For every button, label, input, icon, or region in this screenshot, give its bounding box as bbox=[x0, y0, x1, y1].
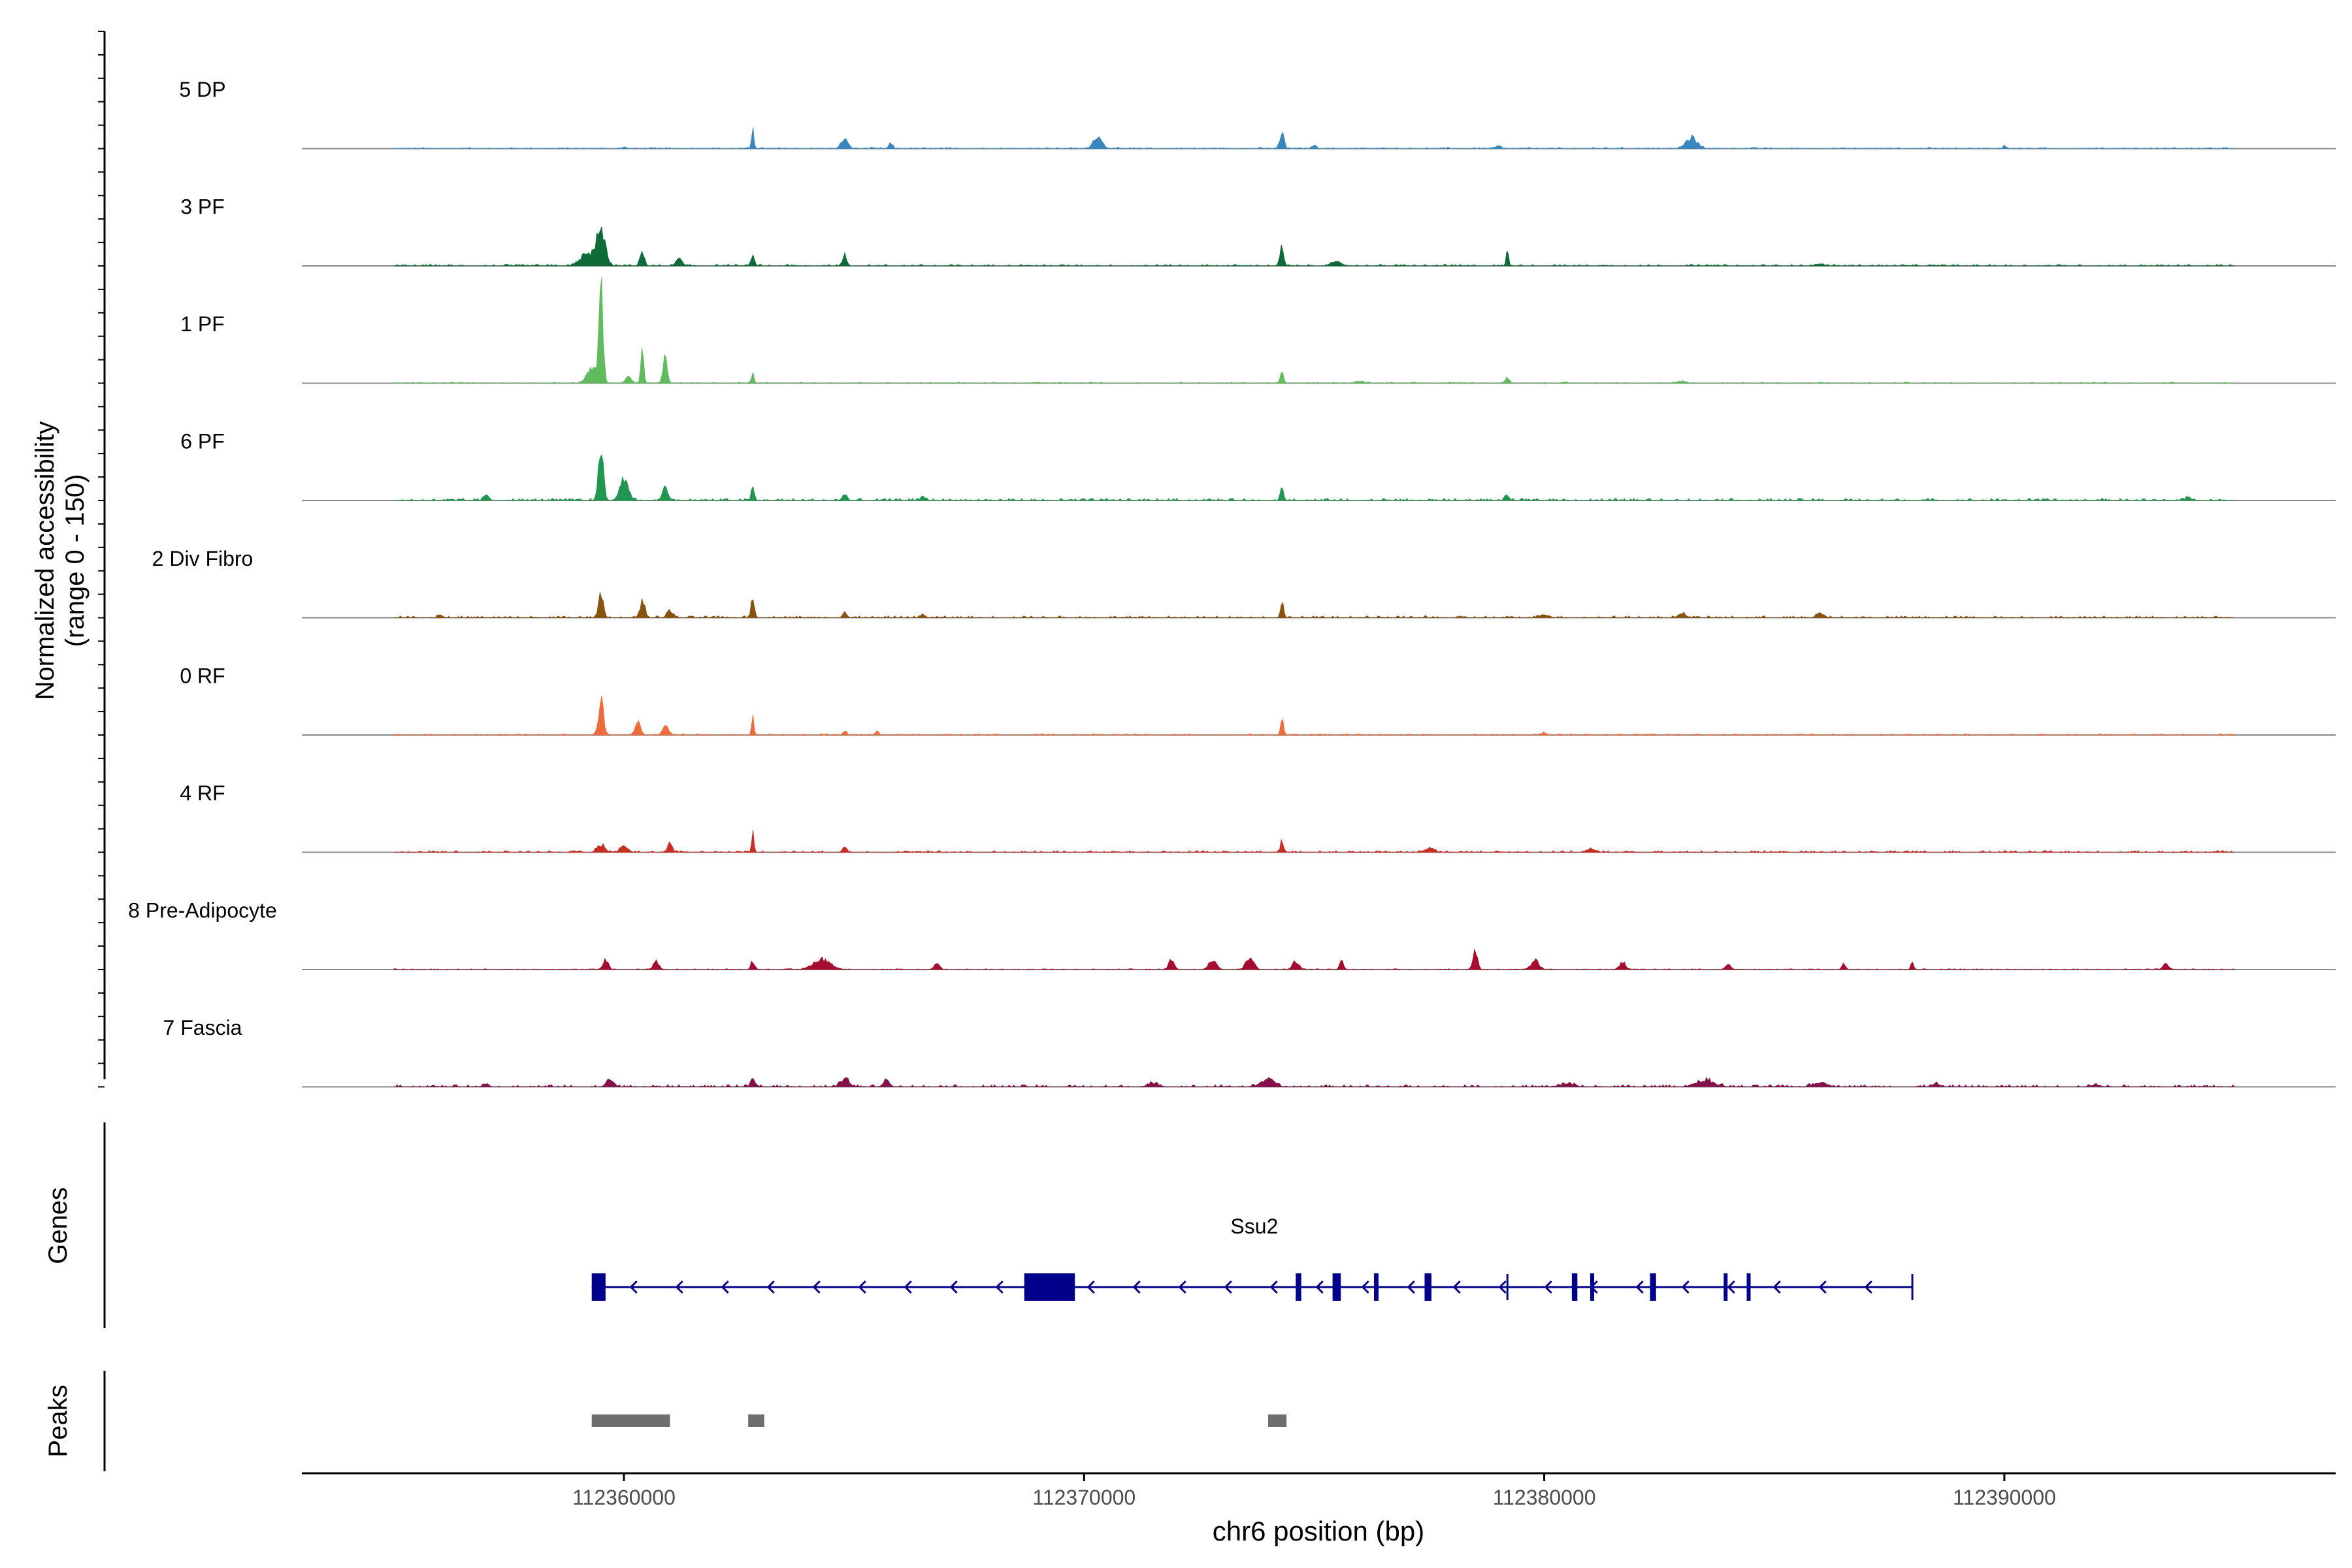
y-axis-title-range: (range 0 - 150) bbox=[61, 474, 90, 647]
exon bbox=[1024, 1273, 1075, 1301]
strand-arrow bbox=[1407, 1280, 1415, 1294]
strand-arrow bbox=[904, 1280, 912, 1294]
strand-arrow bbox=[1315, 1280, 1324, 1294]
coverage-tracks: 5 DP 3 PF 1 PF 6 PF 2 Div Fibro 0 RF 4 RF 8 Pre… bbox=[128, 78, 2336, 1088]
track-label-1-pf: 1 PF bbox=[180, 312, 225, 336]
tracks-y-axis-ticks bbox=[98, 31, 105, 1088]
strand-arrow bbox=[1727, 1280, 1735, 1294]
exon bbox=[1296, 1273, 1301, 1301]
coverage-area-8-pre-adipocyte bbox=[393, 949, 2235, 970]
strand-arrow bbox=[1224, 1280, 1232, 1294]
x-tick-label: 112380000 bbox=[1493, 1486, 1596, 1509]
gene-model: Ssu2 bbox=[591, 1215, 1914, 1301]
coverage-area-6-pf bbox=[393, 454, 2235, 501]
track-label-3-pf: 3 PF bbox=[180, 195, 225, 219]
exon bbox=[1424, 1273, 1432, 1301]
gene-name-ssu2: Ssu2 bbox=[1230, 1215, 1278, 1238]
track-label-4-rf: 4 RF bbox=[180, 781, 225, 805]
exon bbox=[1723, 1273, 1728, 1301]
track-label-0-rf: 0 RF bbox=[180, 664, 225, 688]
x-tick-label: 112360000 bbox=[572, 1486, 676, 1509]
track-3-pf: 3 PF bbox=[180, 195, 2336, 267]
strand-arrow bbox=[1772, 1280, 1781, 1294]
coverage-area-2-div-fibro bbox=[393, 592, 2235, 619]
genes-track-label: Genes bbox=[44, 1187, 73, 1264]
peaks-track-label: Peaks bbox=[44, 1384, 73, 1457]
strand-arrow bbox=[721, 1280, 729, 1294]
coverage-area-0-rf bbox=[393, 695, 2236, 736]
strand-arrow bbox=[1132, 1280, 1141, 1294]
track-label-6-pf: 6 PF bbox=[180, 430, 225, 453]
exon bbox=[1746, 1273, 1751, 1301]
strand-arrow bbox=[1818, 1280, 1827, 1294]
track-8-pre-adipocyte: 8 Pre-Adipocyte bbox=[128, 899, 2336, 970]
x-tick-label: 112370000 bbox=[1032, 1486, 1135, 1509]
track-0-rf: 0 RF bbox=[180, 664, 2336, 736]
exon bbox=[1650, 1273, 1656, 1301]
strand-arrow bbox=[995, 1280, 1004, 1294]
track-2-div-fibro: 2 Div Fibro bbox=[152, 547, 2336, 619]
coverage-area-7-fascia bbox=[393, 1076, 2235, 1088]
strand-arrow bbox=[1498, 1280, 1507, 1294]
strand-arrow bbox=[858, 1280, 866, 1294]
track-label-5-dp: 5 DP bbox=[179, 78, 225, 101]
x-axis-ticks: 112360000 112370000 112380000 112390000 bbox=[572, 1473, 2056, 1509]
x-axis-title: chr6 position (bp) bbox=[1213, 1516, 1425, 1546]
peak-regions bbox=[591, 1414, 1287, 1427]
strand-arrow bbox=[1361, 1280, 1369, 1294]
strand-arrow bbox=[766, 1280, 775, 1294]
strand-arrow bbox=[675, 1280, 683, 1294]
strand-arrow bbox=[1544, 1280, 1552, 1294]
y-axis-title: Normalized accessibility bbox=[31, 421, 59, 700]
strand-arrow bbox=[629, 1280, 638, 1294]
track-4-rf: 4 RF bbox=[180, 781, 2336, 853]
track-1-pf: 1 PF bbox=[180, 277, 2336, 384]
strand-arrow bbox=[949, 1280, 958, 1294]
coverage-area-1-pf bbox=[393, 277, 2235, 384]
coverage-area-3-pf bbox=[393, 226, 2235, 267]
peak-region bbox=[748, 1414, 764, 1427]
coverage-area-4-rf bbox=[393, 830, 2235, 853]
strand-arrow bbox=[1452, 1280, 1461, 1294]
coverage-area-5-dp bbox=[393, 127, 2235, 149]
track-label-2-div-fibro: 2 Div Fibro bbox=[152, 547, 253, 570]
strand-arrow bbox=[1086, 1280, 1095, 1294]
track-label-7-fascia: 7 Fascia bbox=[163, 1016, 242, 1039]
track-6-pf: 6 PF bbox=[180, 430, 2336, 501]
strand-arrow bbox=[1178, 1280, 1186, 1294]
exon bbox=[1571, 1273, 1578, 1301]
exon bbox=[1590, 1273, 1595, 1301]
strand-arrow bbox=[1681, 1280, 1690, 1294]
track-7-fascia: 7 Fascia bbox=[163, 1016, 2336, 1088]
exon bbox=[1332, 1273, 1341, 1301]
peak-region bbox=[1268, 1414, 1287, 1427]
peak-region bbox=[591, 1414, 670, 1427]
strand-arrow bbox=[1269, 1280, 1278, 1294]
exon bbox=[591, 1273, 606, 1301]
strand-arrow bbox=[1635, 1280, 1644, 1294]
x-tick-label: 112390000 bbox=[1953, 1486, 2056, 1509]
track-label-8-pre-adipocyte: 8 Pre-Adipocyte bbox=[128, 899, 277, 923]
strand-arrow bbox=[812, 1280, 821, 1294]
strand-arrow bbox=[1864, 1280, 1872, 1294]
exon bbox=[1374, 1273, 1379, 1301]
track-5-dp: 5 DP bbox=[179, 78, 2336, 150]
